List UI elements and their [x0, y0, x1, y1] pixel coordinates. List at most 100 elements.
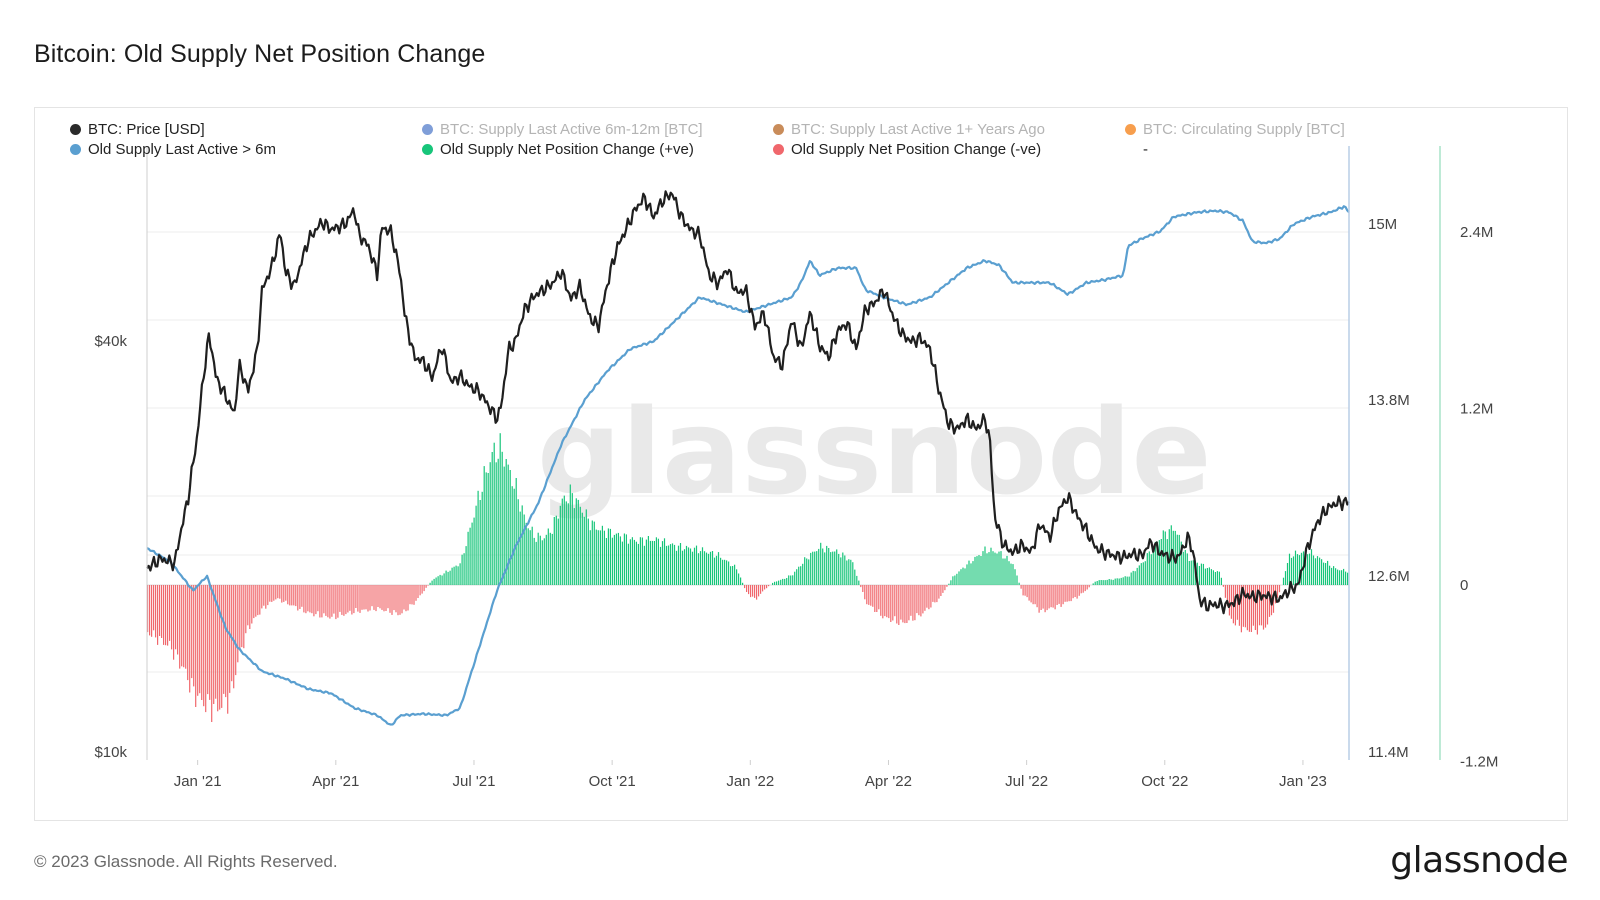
net-change-bar-155	[457, 566, 459, 585]
x-tick-label-4: Jan '22	[726, 773, 774, 790]
net-change-bar-211	[569, 484, 571, 585]
net-change-bar-496	[1144, 561, 1146, 585]
legend-item-3[interactable]: BTC: Circulating Supply [BTC]	[1125, 121, 1345, 138]
net-change-bar-130	[407, 585, 409, 611]
net-change-bar-233	[613, 534, 615, 585]
net-change-bar-482	[1116, 578, 1118, 585]
net-change-bar-538	[1228, 585, 1230, 616]
net-change-bar-380	[910, 585, 912, 616]
net-change-bar-426	[1002, 558, 1004, 585]
net-change-bar-320	[790, 575, 792, 585]
net-change-bar-396	[942, 585, 944, 593]
net-change-bar-36	[219, 585, 221, 710]
net-change-bar-87	[321, 585, 323, 618]
net-change-bar-554	[1260, 585, 1263, 626]
net-change-bar-434	[1018, 582, 1020, 585]
net-change-bar-353	[856, 575, 858, 585]
net-change-bar-389	[928, 585, 930, 610]
legend-label: BTC: Supply Last Active 1+ Years Ago	[791, 121, 1045, 138]
legend-item-4[interactable]: Old Supply Last Active > 6m	[70, 141, 276, 158]
net-change-bar-178	[503, 466, 505, 585]
net-change-bar-248	[643, 545, 645, 585]
net-change-bar-429	[1008, 561, 1010, 585]
net-change-bar-100	[347, 585, 349, 613]
net-change-bar-260	[667, 545, 670, 585]
net-change-bar-568	[1290, 557, 1293, 585]
net-change-bar-313	[776, 581, 778, 585]
net-change-bar-453	[1056, 585, 1058, 605]
net-change-bar-323	[796, 569, 798, 585]
net-change-bar-312	[774, 581, 776, 585]
net-change-bar-523	[1198, 566, 1200, 585]
net-change-bar-226	[599, 530, 601, 585]
grid-lines	[147, 231, 1349, 673]
net-change-bar-88	[323, 585, 325, 614]
net-change-bar-174	[495, 462, 497, 585]
net-change-bar-204	[555, 515, 557, 585]
net-change-bar-314	[778, 580, 780, 585]
net-change-bar-131	[409, 585, 411, 605]
net-change-bar-508	[1168, 529, 1170, 585]
net-change-bar-71	[289, 585, 291, 606]
net-change-bar-371	[892, 585, 894, 621]
legend-item-0[interactable]: BTC: Price [USD]	[70, 121, 205, 138]
supply-tick-label-0: 15M	[1368, 216, 1397, 233]
net-change-bar-48	[243, 585, 245, 649]
net-change-bar-195	[537, 532, 539, 585]
net-change-bar-401	[952, 576, 954, 585]
net-change-bar-9	[165, 585, 167, 646]
glassnode-logo[interactable]: glassnode	[1390, 840, 1568, 881]
legend-item-2[interactable]: BTC: Supply Last Active 1+ Years Ago	[773, 121, 1045, 138]
net-change-bar-553	[1258, 585, 1261, 626]
net-change-bar-564	[1282, 577, 1285, 585]
legend-item-6[interactable]: Old Supply Net Position Change (-ve)	[773, 141, 1041, 158]
net-change-bar-118	[383, 585, 385, 612]
legend-item-7[interactable]: -	[1125, 141, 1148, 158]
net-change-bar-125	[397, 585, 399, 616]
net-change-bar-84	[315, 585, 317, 615]
net-change-bar-590	[1335, 568, 1337, 585]
net-change-bar-132	[411, 585, 413, 605]
net-change-bar-415	[980, 556, 982, 585]
net-change-bar-79	[305, 585, 307, 614]
net-change-bar-408	[966, 564, 968, 585]
net-change-bar-461	[1072, 585, 1074, 599]
net-change-bar-288	[724, 559, 726, 585]
net-change-bar-264	[675, 550, 678, 585]
net-change-bar-249	[645, 539, 647, 585]
net-change-bar-210	[567, 503, 569, 585]
net-change-bar-378	[906, 585, 908, 623]
legend-label: BTC: Supply Last Active 6m-12m [BTC]	[440, 121, 703, 138]
legend-item-5[interactable]: Old Supply Net Position Change (+ve)	[422, 141, 694, 158]
net-change-bar-330	[810, 552, 812, 585]
net-change-bar-214	[575, 498, 577, 585]
net-change-bar-357	[864, 585, 866, 600]
net-change-bar-437	[1024, 585, 1026, 596]
axes	[146, 146, 1441, 760]
net-change-bar-517	[1186, 553, 1188, 585]
legend-dot-icon	[773, 124, 784, 135]
net-change-bar-522	[1196, 562, 1198, 585]
old-supply-line	[146, 205, 1350, 726]
net-change-bar-203	[553, 517, 555, 585]
net-change-bar-336	[822, 548, 824, 585]
net-change-bar-348	[846, 560, 848, 585]
net-change-bar-501	[1154, 542, 1156, 585]
net-change-bar-216	[579, 506, 581, 585]
net-change-bar-387	[924, 585, 926, 611]
net-change-bar-188	[523, 514, 525, 585]
net-change-bar-492	[1136, 567, 1138, 585]
net-change-bar-595	[1345, 571, 1347, 585]
net-change-bar-91	[329, 585, 331, 619]
net-change-bar-420	[990, 547, 992, 585]
net-change-bar-286	[720, 557, 722, 585]
net-change-bar-556	[1264, 585, 1267, 628]
net-change-bar-398	[946, 585, 948, 587]
net-change-bar-291	[730, 566, 732, 585]
legend-item-1[interactable]: BTC: Supply Last Active 6m-12m [BTC]	[422, 121, 703, 138]
net-change-bar-167	[481, 491, 483, 585]
net-change-bar-342	[834, 551, 836, 585]
net-change-bar-322	[794, 571, 796, 585]
watermark: glassnode	[537, 383, 1212, 521]
